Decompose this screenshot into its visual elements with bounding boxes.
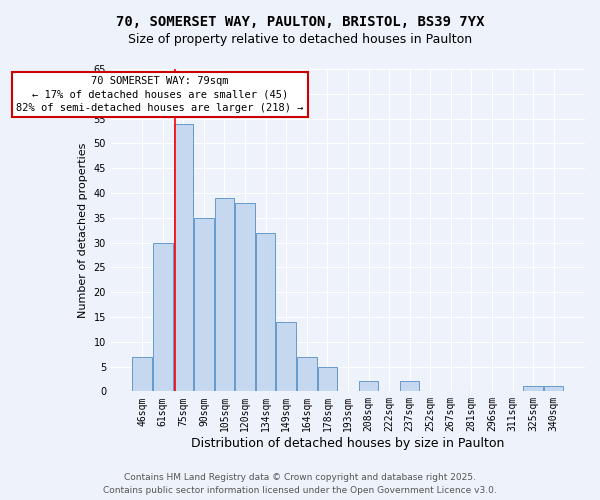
X-axis label: Distribution of detached houses by size in Paulton: Distribution of detached houses by size … (191, 437, 505, 450)
Bar (256, 232, 275, 392)
Bar (277, 322, 296, 392)
Bar (235, 203, 255, 392)
Bar (173, 124, 193, 392)
Bar (153, 242, 173, 392)
Bar (317, 366, 337, 392)
Text: 70, SOMERSET WAY, PAULTON, BRISTOL, BS39 7YX: 70, SOMERSET WAY, PAULTON, BRISTOL, BS39… (116, 15, 484, 29)
Bar (400, 382, 419, 392)
Bar (133, 356, 152, 392)
Bar (544, 386, 563, 392)
Bar (297, 356, 317, 392)
Bar (194, 218, 214, 392)
Bar (215, 198, 234, 392)
Y-axis label: Number of detached properties: Number of detached properties (78, 142, 88, 318)
Bar (523, 386, 543, 392)
Text: Size of property relative to detached houses in Paulton: Size of property relative to detached ho… (128, 32, 472, 46)
Bar (359, 382, 378, 392)
Text: 70 SOMERSET WAY: 79sqm
← 17% of detached houses are smaller (45)
82% of semi-det: 70 SOMERSET WAY: 79sqm ← 17% of detached… (16, 76, 304, 113)
Text: Contains HM Land Registry data © Crown copyright and database right 2025.
Contai: Contains HM Land Registry data © Crown c… (103, 474, 497, 495)
